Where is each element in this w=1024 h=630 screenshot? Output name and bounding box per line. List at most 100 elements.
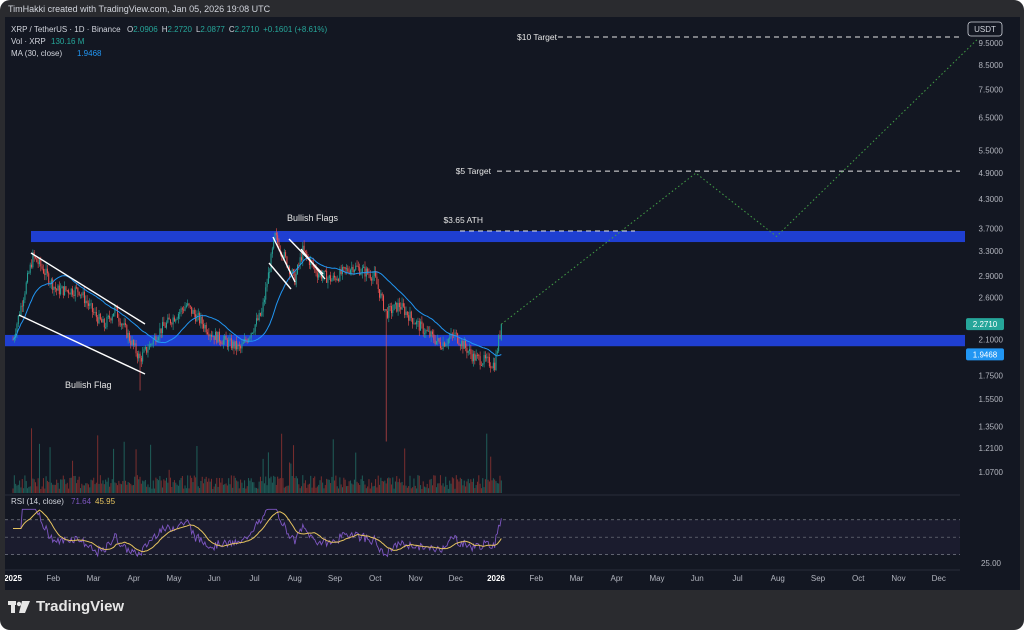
candle-body [228,340,230,347]
candle-body [175,319,177,322]
volume-bar [420,485,422,493]
volume-bar [406,487,408,493]
volume-bar [307,484,309,493]
candle-body [271,248,273,254]
candle-body [343,267,345,268]
volume-bar [363,480,365,493]
candle-body [48,273,50,284]
candle-body [204,324,206,329]
volume-bar [367,486,369,493]
volume-bar [375,479,377,493]
candle-body [439,342,441,349]
candle-body [431,331,433,335]
price-tick-label: 6.5000 [979,114,1004,123]
volume-bar [310,475,312,493]
price-chart-svg[interactable]: XRP / TetherUS · 1D · Binance O2.0906 H2.… [4,17,1020,590]
legend-ohlc-item: L2.0877 [196,25,225,34]
candle-body [381,293,383,296]
volume-bar [62,475,64,493]
volume-bar [19,480,21,493]
volume-bar [429,479,431,493]
candle-body [270,253,272,272]
time-tick-label: Jun [691,574,704,583]
volume-bar [53,484,55,493]
volume-bar [495,481,497,493]
volume-bar [254,487,256,493]
volume-bar [45,476,47,493]
volume-bar [349,480,351,493]
candle-body [388,306,390,318]
candle-body [240,346,242,349]
candle-body [458,343,460,345]
volume-bar [25,481,27,493]
candle-body [330,275,332,282]
candle-body [315,268,317,274]
volume-bar [435,487,437,493]
candle-body [89,303,91,306]
candle-body [40,259,42,267]
candle-body [101,319,103,323]
legend-ohlc-item: H2.2720 [162,25,193,34]
volume-bar [408,486,410,493]
candle-body [478,354,480,357]
volume-bar [417,475,419,493]
candle-body [213,336,215,340]
volume-bar [70,477,72,493]
rsi-line [13,508,502,558]
volume-bar [132,485,134,493]
volume-bar [348,481,350,493]
volume-bar [314,476,316,493]
volume-bar [147,484,149,493]
time-tick-label: 2025 [5,574,22,583]
target-label: $3.65 ATH [443,215,483,225]
currency-badge[interactable]: USDT [967,21,1003,37]
volume-bar [473,478,475,493]
candle-body [107,315,109,318]
candle-body [245,339,247,341]
volume-bar [119,483,121,493]
candle-body [127,332,129,338]
volume-bar [377,475,379,493]
candle-body [257,318,259,321]
candle-body [164,325,166,328]
candle-body [205,324,207,333]
candle-body [375,271,377,277]
candle-body [425,330,427,334]
candle-body [232,341,234,349]
candle-body [93,311,95,313]
candle-body [58,285,60,295]
volume-bar [471,481,473,493]
candle-body [482,363,484,366]
volume-bar [192,482,194,493]
candle-body [297,265,299,274]
volume-bar [167,482,169,493]
volume-bar [103,484,105,493]
target-label: $10 Target [517,32,558,42]
volume-bar [37,478,39,493]
candle-body [23,299,25,307]
candle-body [168,317,170,320]
volume-bar [335,475,337,493]
candle-body [386,311,388,318]
candle-body [355,265,357,270]
candle-body [283,252,285,259]
volume-bar [179,480,181,493]
chart-area[interactable]: XRP / TetherUS · 1D · Binance O2.0906 H2.… [4,17,1020,590]
volume-bar [217,486,219,493]
candle-body [298,265,300,266]
volume-bar [298,484,300,493]
volume-bar [345,486,347,493]
time-axis: 2025 Feb Mar Apr May Jun Jul Aug Sep Oct Nov Dec 202… [4,569,960,583]
volume-bar [359,485,361,493]
volume-bar [208,478,210,493]
candle-body [229,338,231,341]
volume-bar [275,484,277,493]
candle-body [397,302,399,312]
volume-bar [236,480,238,493]
volume-bar [340,484,342,493]
volume-bar [356,481,358,493]
candle-body [262,302,264,312]
volume-bar [195,477,197,493]
candle-body [146,346,148,353]
volume-bar [106,481,108,493]
